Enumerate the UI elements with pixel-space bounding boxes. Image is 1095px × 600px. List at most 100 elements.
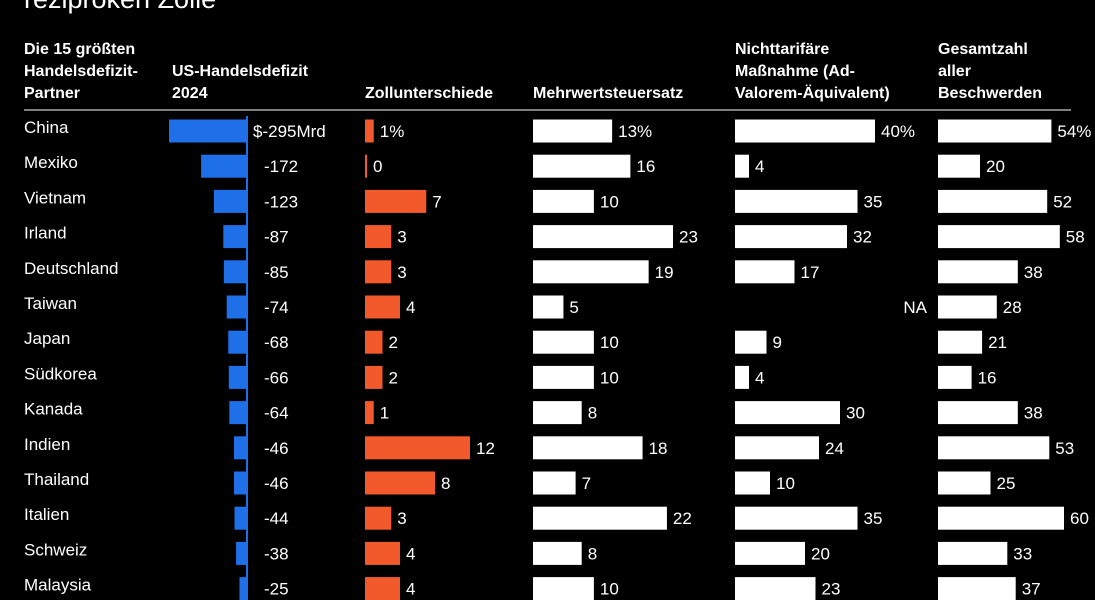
vat-bar-1	[533, 154, 631, 178]
vat-bar-10	[533, 471, 576, 495]
total-bar-13	[938, 577, 1016, 600]
deficit-bar-9	[233, 436, 246, 460]
vat-value-11: 22	[673, 509, 692, 528]
tariff-bar-1	[365, 154, 367, 178]
header-partner-line-0: Die 15 größten	[24, 41, 135, 58]
vat-bar-4	[533, 260, 649, 284]
total-bar-7	[938, 365, 972, 389]
total-value-0: 54%	[1057, 122, 1091, 141]
total-bar-10	[938, 471, 991, 495]
deficit-value-0: $-295Mrd	[253, 122, 326, 141]
total-value-11: 60	[1070, 509, 1089, 528]
ntm-value-11: 35	[864, 509, 883, 528]
ntm-value-2: 35	[864, 192, 883, 211]
vat-bar-3	[533, 225, 673, 249]
country-label-6: Japan	[24, 329, 70, 348]
deficit-value-7: -66	[264, 368, 289, 387]
total-value-5: 28	[1003, 298, 1022, 317]
deficit-value-8: -64	[264, 404, 289, 423]
vat-bar-2	[533, 189, 594, 213]
total-value-12: 33	[1013, 544, 1032, 563]
deficit-value-3: -87	[264, 228, 289, 247]
vat-value-1: 16	[636, 157, 655, 176]
total-value-7: 16	[978, 368, 997, 387]
total-bar-5	[938, 295, 997, 319]
total-value-1: 20	[986, 157, 1005, 176]
total-value-3: 58	[1066, 228, 1085, 247]
deficit-bar-4	[223, 260, 246, 284]
deficit-bar-5	[226, 295, 246, 319]
ntm-value-6: 9	[773, 333, 782, 352]
total-bar-1	[938, 154, 980, 178]
ntm-value-4: 17	[801, 263, 820, 282]
ntm-value-9: 24	[825, 439, 844, 458]
deficit-value-4: -85	[264, 263, 289, 282]
ntm-bar-10	[735, 471, 770, 495]
header-ntm-line-1: Maßnahme (Ad-	[735, 63, 855, 80]
vat-bar-12	[533, 541, 582, 565]
tariff-value-3: 3	[397, 228, 406, 247]
ntm-bar-3	[735, 225, 847, 249]
chart-title: reziproken Zölle	[24, 0, 216, 15]
deficit-value-6: -68	[264, 333, 289, 352]
header-vat-line-0: Mehrwertsteuersatz	[533, 85, 683, 102]
header-total-line-2: Beschwerden	[938, 85, 1042, 102]
ntm-na-5: NA	[903, 298, 927, 317]
deficit-value-10: -46	[264, 474, 289, 493]
ntm-value-10: 10	[776, 474, 795, 493]
tariff-value-5: 4	[406, 298, 415, 317]
deficit-value-2: -123	[264, 192, 298, 211]
total-bar-11	[938, 506, 1064, 530]
deficit-bar-11	[234, 506, 246, 530]
tariff-bar-9	[365, 436, 470, 460]
tariff-value-6: 2	[389, 333, 398, 352]
header-tariff-line-0: Zollunterschiede	[365, 85, 493, 102]
vat-bar-11	[533, 506, 667, 530]
deficit-bar-0	[169, 119, 246, 143]
tariff-bar-3	[365, 225, 392, 249]
ntm-bar-13	[735, 577, 816, 600]
total-value-8: 38	[1024, 404, 1043, 423]
header-deficit-line-0: US-Handelsdefizit	[172, 63, 309, 80]
tariff-value-2: 7	[432, 192, 441, 211]
total-value-4: 38	[1024, 263, 1043, 282]
tariff-bar-8	[365, 401, 374, 425]
header-total-line-0: Gesamtzahl	[938, 41, 1028, 58]
country-label-0: China	[24, 118, 69, 137]
deficit-bar-7	[228, 365, 246, 389]
deficit-bar-2	[213, 189, 246, 213]
header-partner-line-1: Handelsdefizit-	[24, 63, 138, 80]
total-bar-12	[938, 541, 1008, 565]
tariff-value-9: 12	[476, 439, 495, 458]
country-label-10: Thailand	[24, 470, 89, 489]
vat-value-10: 7	[582, 474, 591, 493]
ntm-bar-0	[735, 119, 875, 143]
ntm-bar-12	[735, 541, 805, 565]
country-label-1: Mexiko	[24, 153, 78, 172]
ntm-bar-8	[735, 401, 840, 425]
ntm-bar-2	[735, 189, 858, 213]
total-value-9: 53	[1055, 439, 1074, 458]
ntm-bar-1	[735, 154, 749, 178]
ntm-value-13: 23	[822, 580, 841, 599]
total-value-2: 52	[1053, 192, 1072, 211]
vat-value-9: 18	[649, 439, 668, 458]
ntm-bar-6	[735, 330, 767, 354]
vat-value-4: 19	[655, 263, 674, 282]
vat-value-5: 5	[569, 298, 578, 317]
tariff-value-8: 1	[380, 404, 389, 423]
ntm-value-12: 20	[811, 544, 830, 563]
vat-value-13: 10	[600, 580, 619, 599]
total-bar-4	[938, 260, 1018, 284]
total-bar-3	[938, 225, 1060, 249]
total-value-6: 21	[988, 333, 1007, 352]
ntm-bar-9	[735, 436, 819, 460]
country-label-13: Malaysia	[24, 576, 92, 595]
deficit-bar-1	[201, 154, 246, 178]
country-label-8: Kanada	[24, 400, 83, 419]
tariff-value-7: 2	[389, 368, 398, 387]
tariff-value-1: 0	[373, 157, 382, 176]
vat-value-7: 10	[600, 368, 619, 387]
tariff-value-4: 3	[397, 263, 406, 282]
